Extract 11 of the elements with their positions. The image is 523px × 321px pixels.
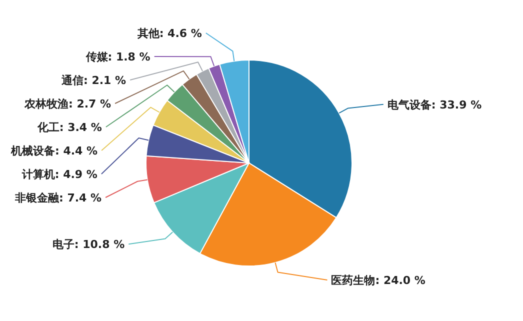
slice-label: 电子: 10.8 % [52,238,125,252]
slice-label: 农林牧渔: 2.7 % [23,98,112,110]
slice-label: 传媒: 1.8 % [84,50,150,64]
slice-label: 化工: 3.4 % [36,121,102,134]
slice-label: 电气设备: 33.9 % [387,98,482,112]
slice-label: 其他: 4.6 % [136,27,202,40]
slice-label: 计算机: 4.9 % [20,168,98,181]
slice-label: 非银金融: 7.4 % [14,192,102,204]
slice-label: 医药生物: 24.0 % [331,274,426,288]
slice-label: 机械设备: 4.4 % [10,144,98,158]
slice-label: 通信: 2.1 % [60,74,126,87]
